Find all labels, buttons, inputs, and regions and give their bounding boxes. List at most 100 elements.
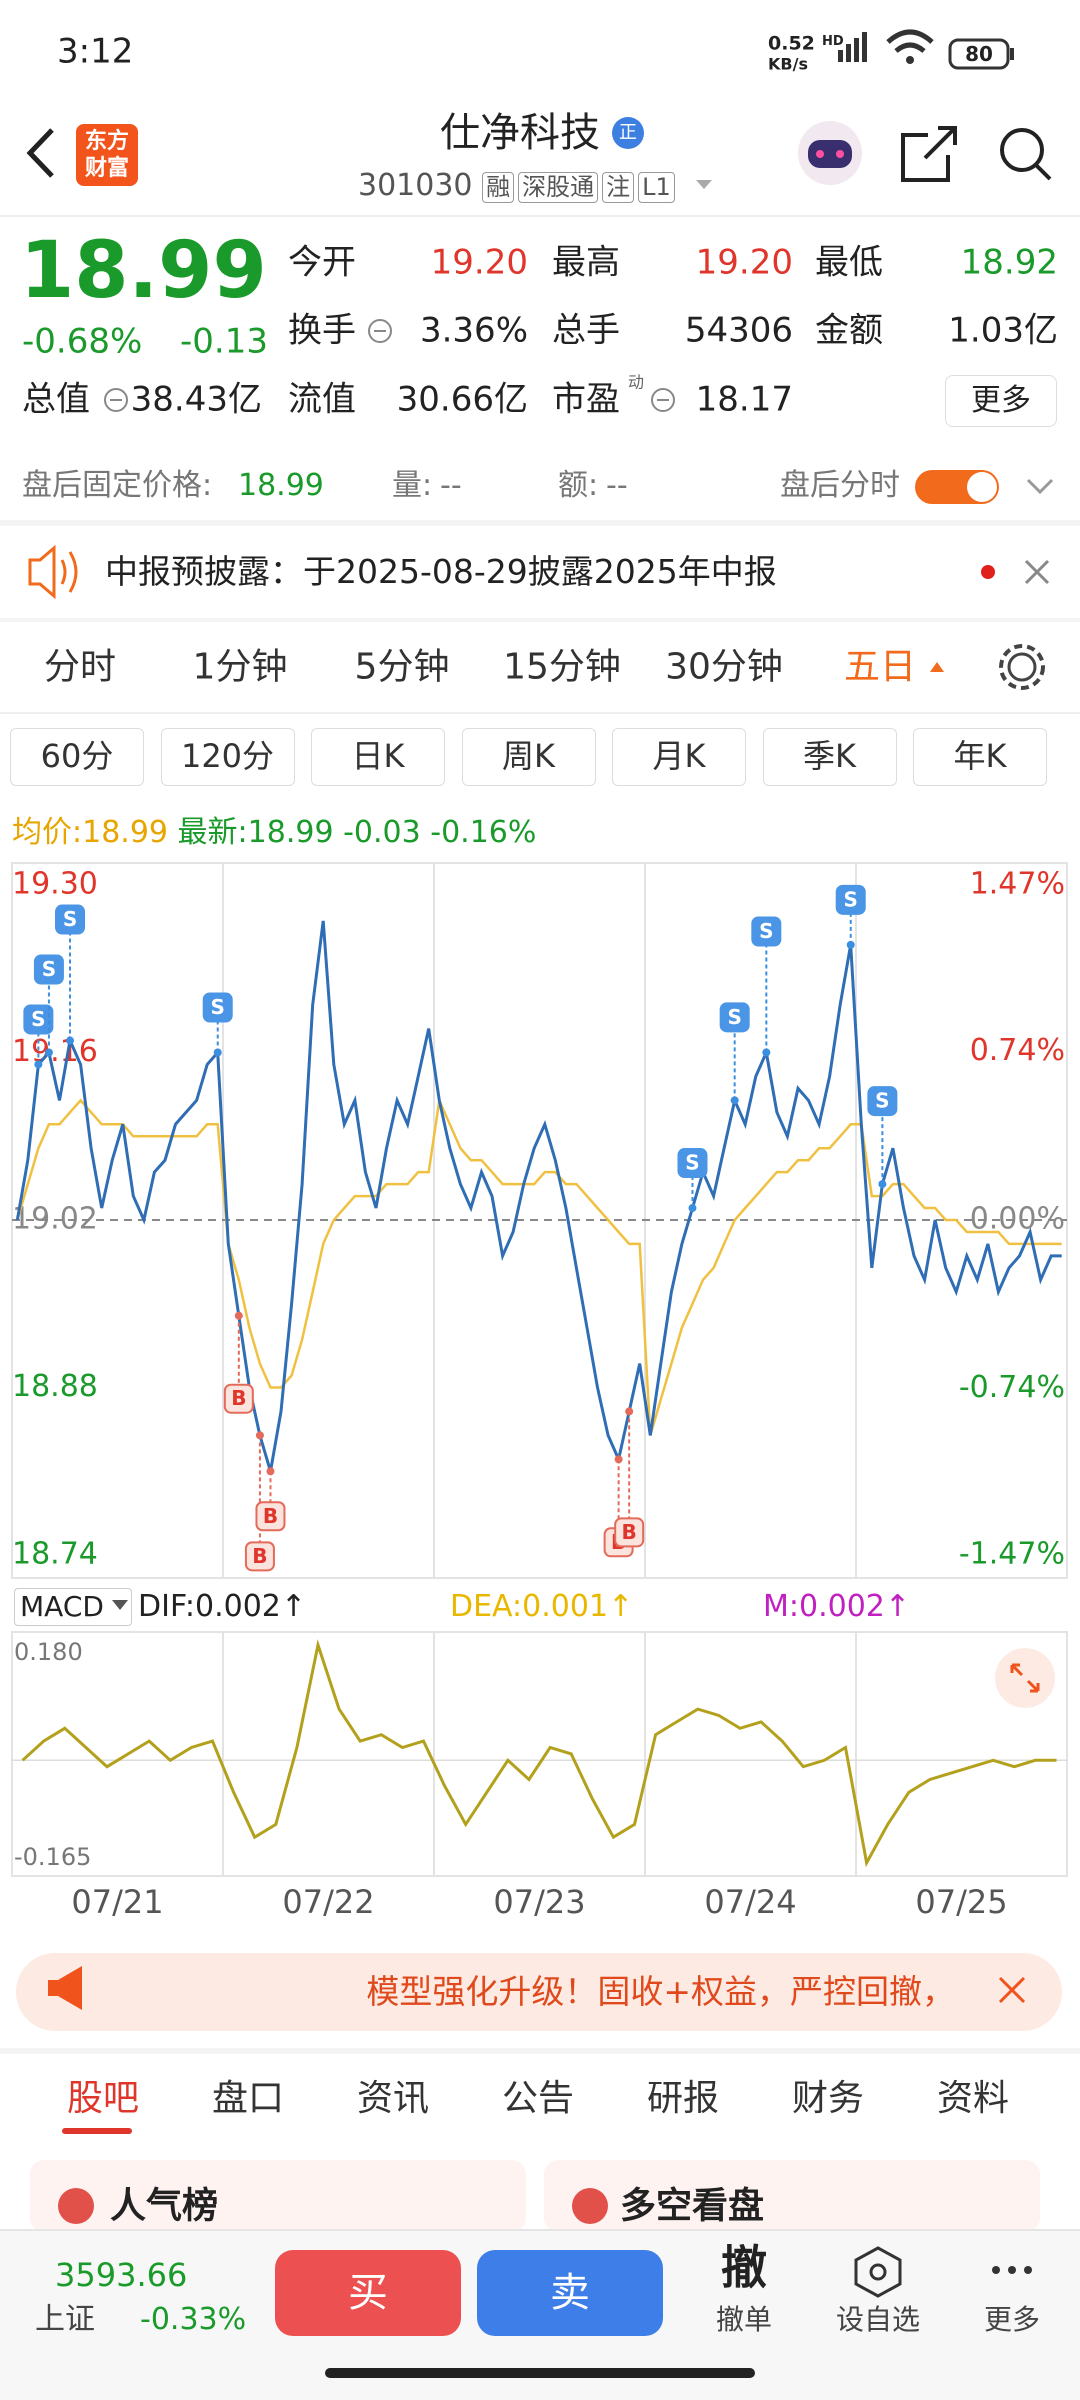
search-icon[interactable]: [1000, 128, 1044, 172]
signal-label: S: [31, 1007, 45, 1031]
price: 18.99: [20, 226, 267, 317]
tab-icons: [0, 644, 1080, 714]
kline-tab[interactable]: 60分: [10, 728, 144, 786]
index-name: 上证: [35, 2302, 95, 2337]
signal-badge: [202, 992, 233, 1023]
field-value: 18.92: [960, 242, 1058, 283]
period-tab[interactable]: 1分钟: [192, 646, 288, 688]
settings-icon[interactable]: [999, 644, 1045, 690]
x-tick-label: 07/25: [915, 1883, 1007, 1921]
field-value: 19.20: [430, 242, 528, 283]
more-label: 更多: [971, 383, 1031, 418]
signal-badge: [55, 904, 86, 935]
field-label: 流值: [288, 379, 356, 420]
series-line: [21, 1639, 1057, 1868]
macd-frame: [11, 1631, 1068, 1877]
tag: 深股通: [518, 172, 599, 203]
code: 301030: [358, 168, 473, 203]
net-unit: KB/s: [768, 54, 808, 74]
period-tab[interactable]: 30分钟: [665, 646, 783, 688]
field-label: 总值: [22, 379, 90, 420]
section-tab[interactable]: 资料: [936, 2078, 1010, 2119]
period-tab[interactable]: 15分钟: [503, 646, 621, 688]
x-tick-label: 07/21: [71, 1883, 163, 1921]
network-type: HD: [822, 34, 844, 50]
more-button[interactable]: [945, 375, 1057, 427]
section-tab[interactable]: 股吧: [66, 2078, 140, 2119]
signal-dot: [730, 1096, 739, 1105]
cancel-label[interactable]: 撤单: [715, 2303, 773, 2337]
watch-label[interactable]: 设自选: [835, 2303, 921, 2337]
y-tick-label: 19.30: [12, 867, 98, 902]
latest-label: 最新:: [177, 815, 248, 850]
y2-tick-label: 1.47%: [970, 867, 1065, 902]
field-label: 市盈: [552, 379, 620, 420]
notice[interactable]: 中报预披露：于2025-08-29披露2025年中报: [105, 552, 777, 592]
change: -0.13: [180, 321, 268, 362]
signal-label: S: [685, 1151, 699, 1175]
signal-badge: [677, 1148, 708, 1179]
card-title[interactable]: 人气榜: [110, 2185, 219, 2227]
section-tab[interactable]: 资讯: [356, 2078, 430, 2119]
signal-badge: [223, 1383, 254, 1414]
kline-tab[interactable]: 月K: [612, 728, 746, 786]
period-tab-active[interactable]: 五日: [843, 646, 917, 688]
index-value: 3593.66: [55, 2255, 188, 2294]
signal-label: S: [759, 919, 773, 943]
field-value: 1.03亿: [948, 310, 1058, 351]
back-icon[interactable]: [26, 128, 54, 178]
buy-label[interactable]: 买: [348, 2270, 388, 2316]
kline-tab[interactable]: 年K: [913, 728, 1047, 786]
field-value: 18.17: [695, 379, 793, 420]
field-label: 总手: [552, 310, 620, 351]
field-value: 3.36%: [419, 310, 528, 351]
period-tab[interactable]: 5分钟: [354, 646, 450, 688]
after-hours-label: 盘后固定价格:: [22, 468, 213, 503]
card-title[interactable]: 多空看盘: [620, 2185, 765, 2227]
share-icon[interactable]: [901, 126, 957, 182]
signal-dot: [234, 1311, 243, 1320]
signal-badge: [255, 1501, 286, 1532]
y-tick-label: 19.16: [12, 1034, 98, 1069]
avg-label: 均价:: [12, 815, 83, 850]
cancel-icon[interactable]: 撤: [721, 2240, 767, 2295]
field-value: 30.66亿: [396, 379, 528, 420]
section-tab[interactable]: 财务: [791, 2078, 865, 2119]
kline-tab[interactable]: 季K: [762, 728, 897, 786]
latest-value: 18.99: [247, 815, 334, 850]
net-speed: 0.52: [768, 32, 815, 55]
banner-text[interactable]: 模型强化升级！固收+权益，严控回撤，: [366, 1972, 955, 2012]
signal-dot: [266, 1467, 275, 1476]
section-tab[interactable]: 研报: [646, 2078, 720, 2119]
y2-tick-label: -0.74%: [959, 1370, 1065, 1405]
battery-level: 80: [965, 42, 993, 66]
section-tab[interactable]: 盘口: [211, 2078, 285, 2119]
kline-tab[interactable]: 周K: [461, 728, 596, 786]
signal-dot: [614, 1455, 623, 1464]
section-tab[interactable]: 公告: [501, 2078, 575, 2119]
x-tick-label: 07/22: [282, 1883, 374, 1921]
macd-tick-label: 0.180: [14, 1638, 83, 1666]
stock-name: 仕净科技: [440, 110, 600, 156]
amt-label: 额:: [558, 468, 599, 503]
field-label: 最高: [552, 242, 620, 283]
field-label: 今开: [288, 242, 356, 283]
legend: 均价:18.99 最新:18.99 -0.03 -0.16%: [12, 815, 536, 851]
signal-badge: [23, 1004, 54, 1035]
signal-badge: [867, 1086, 898, 1117]
change-pct: -0.68%: [22, 321, 143, 362]
kline-tab[interactable]: 120分: [160, 728, 295, 786]
period-tab[interactable]: 分时: [43, 646, 117, 688]
sell-label[interactable]: 卖: [550, 2270, 590, 2316]
kline-tab[interactable]: 日K: [311, 728, 445, 786]
macd-select[interactable]: [14, 1588, 132, 1626]
signal-dot: [213, 1048, 222, 1057]
expand-icon: [1010, 1663, 1040, 1693]
avg-value: 18.99: [82, 815, 168, 850]
more-label[interactable]: 更多: [983, 2303, 1041, 2337]
after-hours-price: 18.99: [238, 468, 324, 503]
signal-dot: [34, 1060, 43, 1069]
field-label: 最低: [815, 242, 883, 283]
app-logo: 东方财富: [84, 129, 129, 181]
